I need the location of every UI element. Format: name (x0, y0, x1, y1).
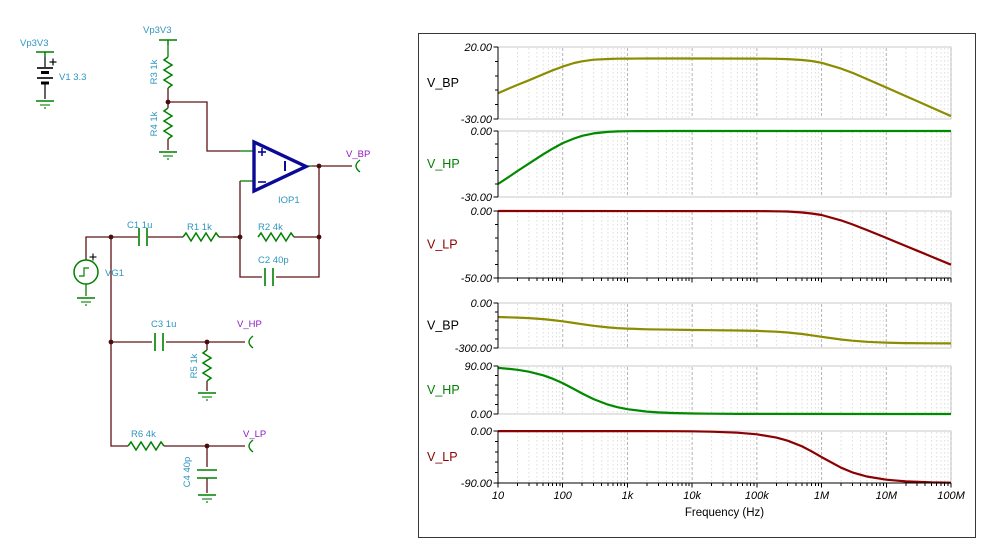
junction-dots (108, 99, 322, 449)
plot-frame (497, 365, 952, 415)
net-label: V_BP (346, 149, 370, 160)
curve-name-label: V_LP (427, 238, 458, 252)
net-label: V_HP (237, 319, 262, 330)
y-tick-label: 0.00 (471, 206, 493, 218)
y-tick-label: 0.00 (471, 298, 493, 310)
resistor-label: R3 1k (149, 59, 160, 84)
curve-name-label: V_LP (427, 450, 458, 464)
x-tick-label: 100 (554, 490, 573, 502)
y-tick-label: 20.00 (463, 42, 492, 54)
resistor-r2[interactable]: R2 4k (257, 222, 295, 243)
capacitor-label: C3 1u (151, 319, 176, 330)
resistor-r4[interactable]: R4 1k (149, 107, 178, 161)
y-tick-label: 90.00 (464, 361, 492, 373)
y-tick-label: -50.00 (461, 273, 493, 285)
resistor-label: R5 1k (189, 353, 200, 378)
generator-vg1[interactable]: VG1 (73, 253, 124, 307)
curve-name-label: V_BP (427, 319, 459, 333)
rail-label: Vp3V3 (20, 38, 49, 49)
x-tick-label: 100M (937, 490, 965, 502)
capacitor-c3[interactable]: C3 1u (151, 319, 176, 351)
battery-label: V1 3.3 (59, 72, 86, 83)
y-tick-label: 0.00 (471, 426, 493, 438)
y-tick-label: -30.00 (461, 192, 493, 204)
resistor-label: R2 4k (258, 222, 283, 233)
resistor-r1[interactable]: R1 1k (182, 222, 220, 243)
terminal-v-lp[interactable]: V_LP (243, 429, 266, 453)
resistor-r5[interactable]: R5 1k (189, 349, 217, 402)
wires[interactable] (85, 88, 352, 493)
opamp-label: IOP1 (278, 195, 300, 206)
capacitor-c4[interactable]: C4 40p (182, 457, 217, 504)
capacitor-label: C2 40p (258, 255, 289, 266)
x-tick-label: 10k (683, 490, 701, 502)
curve-v_hp-4[interactable] (497, 366, 952, 416)
x-tick-label: 1M (814, 490, 830, 502)
rail-label: Vp3V3 (143, 25, 172, 36)
opamp-iop1[interactable]: IOP1 (240, 139, 312, 206)
curve-name-label: V_BP (427, 76, 459, 90)
x-tick-label: 10 (492, 490, 505, 502)
curve-v_lp-5[interactable] (498, 430, 952, 484)
resistor-label: R1 1k (187, 222, 212, 233)
x-axis-title: Frequency (Hz) (685, 507, 764, 519)
curve-name-label: V_HP (427, 157, 460, 171)
terminal-v-bp[interactable]: V_BP (346, 149, 370, 173)
curve-v_hp-1[interactable] (497, 129, 951, 185)
curve-v_bp-0[interactable] (497, 57, 952, 118)
curve-v_lp-2[interactable] (497, 209, 952, 266)
capacitor-label: C4 40p (182, 457, 193, 488)
y-tick-label: -90.00 (461, 478, 493, 490)
curve-name-label: V_HP (427, 383, 460, 397)
bode-plots-svg: 20.00-30.00V_BP0.00-30.00V_HP0.00-50.00V… (427, 42, 966, 519)
capacitor-c2[interactable]: C2 40p (258, 255, 289, 286)
x-tick-label: 1k (622, 490, 634, 502)
opamp-input-marks (258, 148, 286, 183)
circuit-schematic: Vp3V3 V1 3.3 Vp3V3 R3 1k (20, 25, 370, 504)
y-tick-label: -300.00 (455, 343, 493, 355)
terminal-v-hp[interactable]: V_HP (237, 319, 262, 349)
y-tick-label: -30.00 (461, 114, 493, 126)
resistor-label: R4 1k (149, 111, 160, 136)
capacitor-label: C1 1u (127, 220, 152, 231)
net-label: V_LP (243, 429, 266, 440)
resistor-label: R6 4k (131, 429, 156, 440)
resistor-r3[interactable]: R3 1k (149, 45, 174, 89)
y-tick-label: 0.00 (471, 126, 493, 138)
x-tick-label: 100k (745, 490, 769, 502)
bode-panel: 20.00 -30.00 V_BP 0.00 -30.00 V_HP 0.00 -50.00 V… (418, 33, 976, 538)
power-rail-left[interactable]: Vp3V3 (20, 38, 54, 57)
x-tick-label: 10M (876, 490, 898, 502)
generator-label: VG1 (105, 268, 124, 279)
curve-v_bp-3[interactable] (497, 315, 952, 345)
power-rail-mid[interactable]: Vp3V3 (143, 25, 177, 45)
battery-v1[interactable]: V1 3.3 (35, 57, 86, 110)
resistor-r6[interactable]: R6 4k (127, 429, 165, 452)
y-tick-label: 0.00 (471, 409, 493, 421)
capacitor-c1[interactable]: C1 1u (127, 220, 152, 246)
